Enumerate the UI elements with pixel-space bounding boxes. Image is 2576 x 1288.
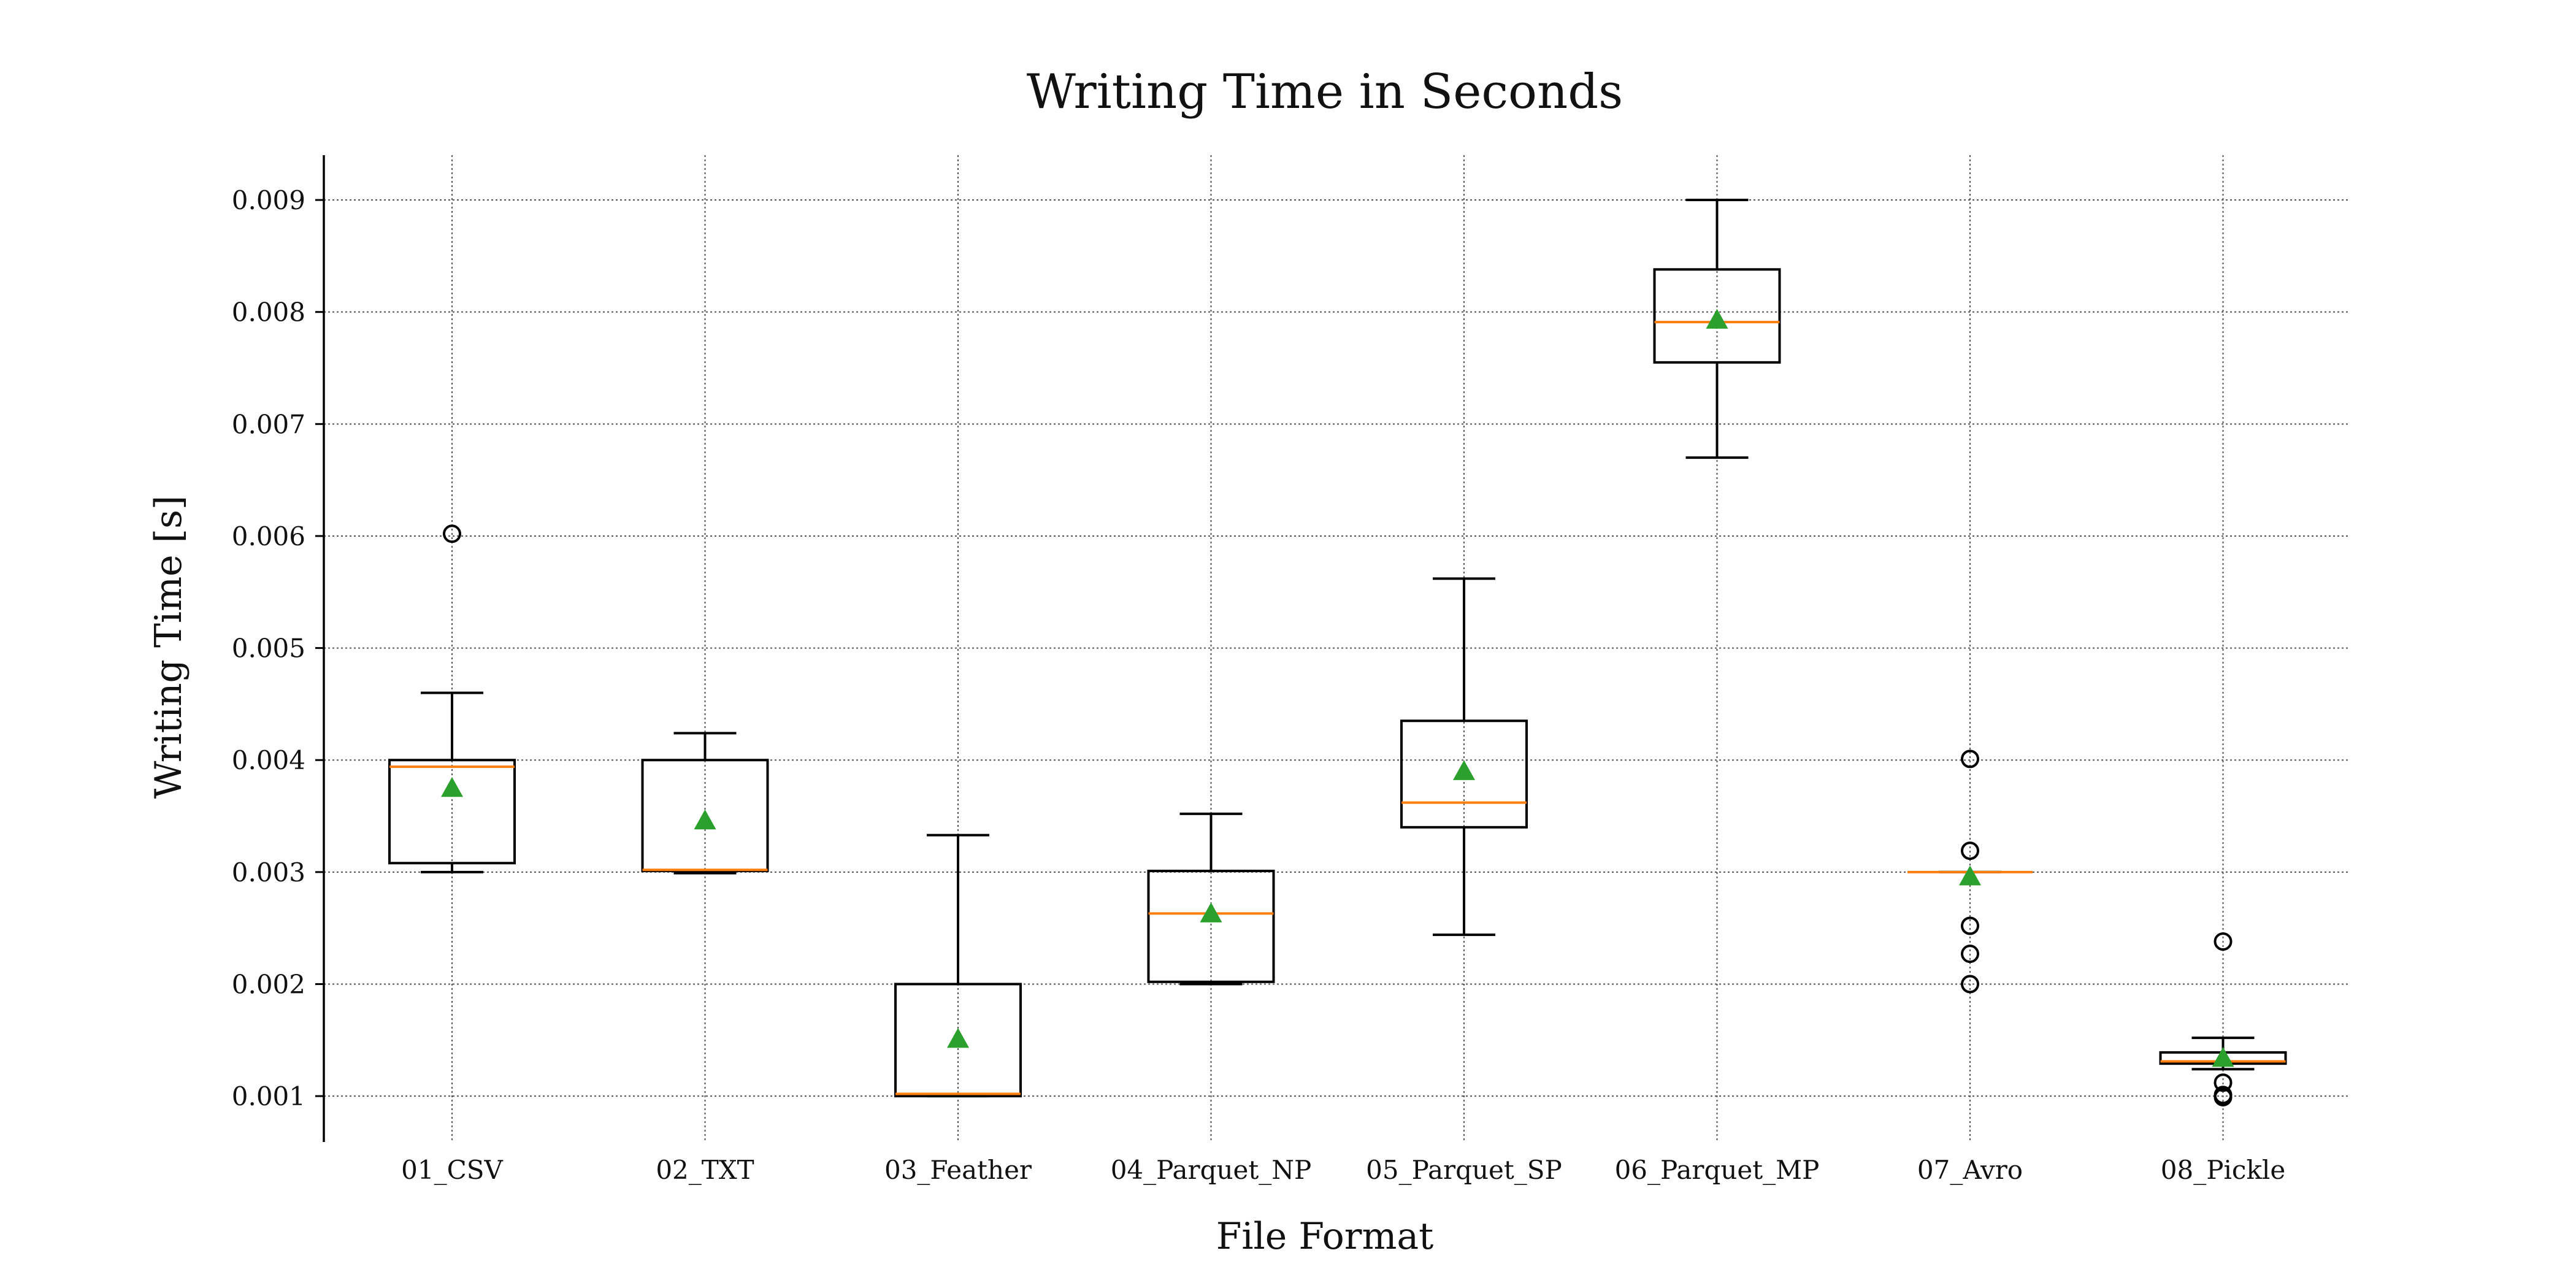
y-tick-label: 0.006 [232, 521, 305, 551]
mean-marker [441, 776, 463, 797]
outlier-point [1961, 841, 1979, 861]
mean-marker [1959, 865, 1981, 886]
mean-marker [1453, 760, 1475, 780]
x-tick-label: 04_Parquet_NP [1111, 1155, 1312, 1185]
box-06_Parquet_MP [1653, 199, 1781, 459]
x-tick-label: 01_CSV [401, 1155, 503, 1185]
mean-marker [1706, 309, 1728, 329]
x-tick-label: 05_Parquet_SP [1366, 1155, 1562, 1185]
box-07_Avro [1907, 749, 2033, 994]
chart-title: Writing Time in Seconds [1027, 64, 1623, 120]
outlier-point [443, 524, 461, 543]
boxes [388, 199, 2287, 1106]
y-tick-label: 0.001 [232, 1081, 305, 1111]
y-tick-label: 0.003 [232, 857, 305, 887]
y-axis-label: Writing Time [s] [147, 496, 190, 799]
outlier-point [1961, 945, 1979, 964]
outlier-point [1961, 975, 1979, 994]
y-tick-label: 0.002 [232, 969, 305, 999]
x-axis-label: File Format [1216, 1215, 1434, 1258]
y-tick-label: 0.007 [232, 409, 305, 439]
box-01_CSV [388, 524, 516, 873]
mean-marker [1200, 902, 1222, 922]
outlier-point [2214, 1073, 2233, 1092]
outlier-point [2214, 1087, 2233, 1106]
x-tick-label: 03_Feather [884, 1155, 1032, 1185]
outlier-point [2214, 932, 2233, 951]
y-tick-label: 0.008 [232, 297, 305, 328]
x-tick-label: 07_Avro [1917, 1155, 2023, 1185]
x-tick-label: 08_Pickle [2161, 1155, 2285, 1185]
iqr-box [1147, 870, 1275, 983]
iqr-box [1653, 268, 1781, 364]
box-04_Parquet_NP [1147, 812, 1275, 986]
x-axis-ticks: 01_CSV 02_TXT 03_Feather 04_Parquet_NP 05_Pa… [401, 1155, 2285, 1185]
gridlines [324, 155, 2349, 1142]
y-tick-label: 0.004 [232, 745, 305, 775]
iqr-box [894, 983, 1022, 1098]
x-tick-label: 02_TXT [656, 1155, 754, 1185]
iqr-box [1400, 719, 1528, 829]
box-03_Feather [894, 834, 1022, 1098]
x-tick-label: 06_Parquet_MP [1615, 1155, 1820, 1185]
mean-marker [2212, 1047, 2234, 1067]
mean-marker [947, 1027, 969, 1048]
iqr-box [388, 759, 516, 865]
mean-marker [694, 809, 716, 830]
outlier-point [1961, 749, 1979, 769]
y-axis-ticks: 0.001 0.002 0.003 0.004 0.005 0.006 0.007 0.008… [232, 185, 324, 1111]
box-08_Pickle [2159, 932, 2287, 1106]
y-tick-label: 0.005 [232, 634, 305, 664]
outlier-point [1961, 916, 1979, 935]
box-05_Parquet_SP [1400, 577, 1528, 937]
y-tick-label: 0.009 [232, 185, 305, 215]
box-02_TXT [641, 732, 769, 875]
